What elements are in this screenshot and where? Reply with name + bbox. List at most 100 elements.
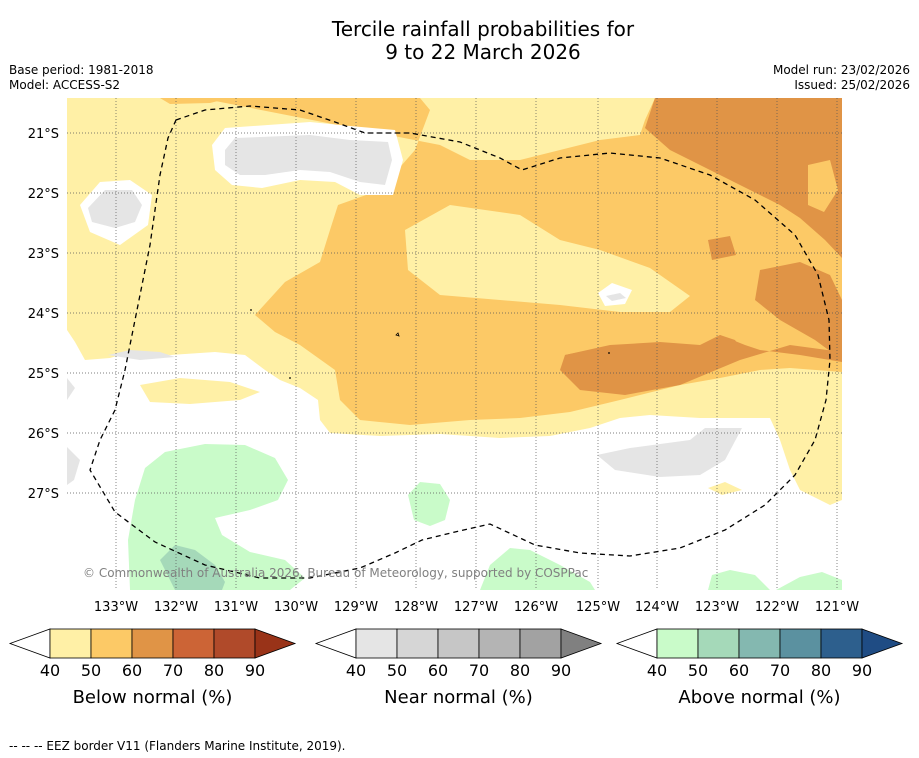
colorbar-3: 40 50 60 70 80 90 Above normal (%) [615,628,904,708]
colorbar-tick: 60 [428,661,448,680]
near-40-patch [606,293,626,301]
above-40-patch [708,570,770,590]
base-period: Base period: 1981-2018 [9,63,154,77]
colorbar-swatch [519,628,562,659]
eez-legend-note: -- -- -- EEZ border V11 (Flanders Marine… [9,739,346,753]
colorbar-tick: 70 [770,661,790,680]
below-60-region-s [565,335,745,390]
longitude-label: 123°W [695,600,739,615]
latitude-label: 27°S [28,487,59,502]
longitude-label: 131°W [214,600,258,615]
colorbar-min-arrow [8,628,51,659]
latitude-label: 26°S [28,427,59,442]
colorbar-swatch [656,628,699,659]
eez-border [89,105,831,579]
longitude-label: 133°W [94,600,138,615]
latitude-label: 24°S [28,307,59,322]
colorbar-label: Above normal (%) [678,687,840,708]
below-40-hole [405,205,690,312]
colorbar-tick: 50 [387,661,407,680]
meta-right: Model run: 23/02/2026 Issued: 25/02/2026 [773,63,910,93]
island-marker [395,332,400,337]
colorbar-tick: 80 [204,661,224,680]
above-40-patch [776,572,842,590]
map-plot-area [67,98,842,590]
longitude-label: 129°W [334,600,378,615]
title-line-2: 9 to 22 March 2026 [385,40,581,64]
near-40-patch [225,135,392,185]
colorbar-swatch [90,628,133,659]
colorbar-group: 40 50 60 70 80 90 Below normal (%) 40 50 60 70 80 90… [8,628,904,708]
colorbar-swatch [396,628,439,659]
island-marker [289,377,291,379]
colorbar-1: 40 50 60 70 80 90 Below normal (%) [8,628,297,708]
near-40-patch [67,447,80,485]
below-40-patch [708,482,742,495]
colorbar-swatch [779,628,822,659]
colorbar-tick: 80 [811,661,831,680]
colorbar-tick: 90 [245,661,265,680]
near-40-patch [597,428,742,477]
longitude-label: 130°W [274,600,318,615]
latitude-label: 23°S [28,247,59,262]
colorbar-min-arrow [314,628,357,659]
colorbar-tick: 40 [346,661,366,680]
colorbar-tick: 60 [122,661,142,680]
model-run: Model run: 23/02/2026 [772,63,910,77]
colorbar-tick: 50 [688,661,708,680]
colorbar-tick: 40 [40,661,60,680]
island-marker [250,309,252,311]
colorbar-tick: 70 [163,661,183,680]
colorbar-max-arrow [861,628,904,659]
longitude-label: 128°W [394,600,438,615]
near-40-patch [67,378,75,400]
colorbar-2: 40 50 60 70 80 90 Near normal (%) [314,628,603,708]
colorbar-swatch [49,628,92,659]
longitude-label: 127°W [454,600,498,615]
meta-left: Base period: 1981-2018 Model: ACCESS-S2 [9,63,154,93]
map-title: Tercile rainfall probabilities for 9 to … [0,18,919,64]
colorbar-tick: 80 [510,661,530,680]
colorbar-label: Near normal (%) [384,687,533,708]
latitude-labels: 21°S 22°S 23°S 24°S 25°S 26°S 27°S [28,127,59,502]
colorbar-min-arrow [615,628,658,659]
no-signal-region [67,330,842,590]
colorbar-tick: 40 [647,661,667,680]
colorbar-swatch [738,628,781,659]
below-60-patch [708,236,736,260]
colorbar-swatch [172,628,215,659]
colorbar-tick: 50 [81,661,101,680]
colorbar-tick: 70 [469,661,489,680]
colorbar-tick: 60 [729,661,749,680]
colorbar-swatch [213,628,256,659]
longitude-label: 125°W [576,600,620,615]
below-40-patch [140,378,260,404]
colorbar-label: Below normal (%) [73,687,233,708]
colorbar-swatch [697,628,740,659]
colorbar-tick: 90 [551,661,571,680]
below-60-region-ne [645,98,842,258]
issued-date: Issued: 25/02/2026 [794,78,910,92]
longitude-label: 121°W [815,600,859,615]
island-marker [608,352,610,354]
colorbar-swatch [131,628,174,659]
colorbar-swatch [437,628,480,659]
longitude-label: 126°W [514,600,558,615]
near-40-patch [88,190,142,228]
below-50-patch [160,98,230,104]
colorbar-swatch [478,628,521,659]
longitude-labels: 133°W 132°W 131°W 130°W 129°W 128°W 127°W 126°W… [94,600,859,615]
below-50-hole [808,160,838,212]
longitude-label: 132°W [154,600,198,615]
title-line-1: Tercile rainfall probabilities for [331,17,635,41]
near-40-patch [108,350,175,360]
copyright-note: © Commonwealth of Australia 2026, Bureau… [83,566,588,580]
model-name: Model: ACCESS-S2 [9,78,121,92]
longitude-label: 122°W [755,600,799,615]
colorbar-swatch [355,628,398,659]
latitude-label: 22°S [28,187,59,202]
colorbar-max-arrow [560,628,603,659]
latitude-label: 25°S [28,367,59,382]
colorbar-max-arrow [254,628,297,659]
